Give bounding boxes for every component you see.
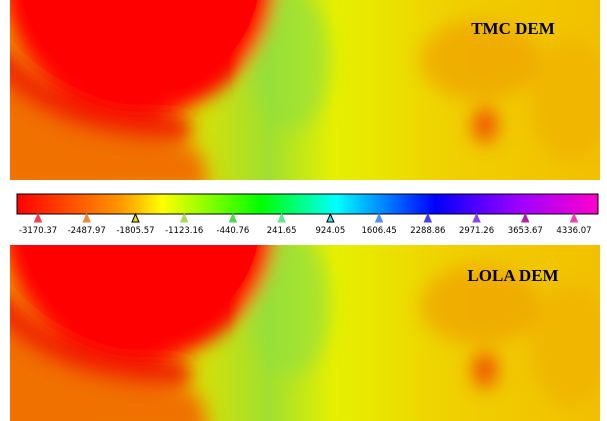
tick-label: 4336.07 <box>556 226 591 236</box>
patch <box>473 352 497 388</box>
tick-marker <box>424 214 431 222</box>
tick-label: -440.76 <box>217 226 250 236</box>
tick-label: -3170.37 <box>19 226 57 236</box>
patch <box>530 40 607 160</box>
panel-label: LOLA DEM <box>467 266 558 285</box>
tick-marker <box>229 214 236 222</box>
tick-marker <box>473 214 480 222</box>
tick-label: 924.05 <box>315 226 345 236</box>
tick-marker <box>35 214 42 222</box>
panel-label: TMC DEM <box>471 19 555 38</box>
tick-marker <box>376 214 383 222</box>
tick-label: -1805.57 <box>116 226 154 236</box>
tick-label: -1123.16 <box>165 226 203 236</box>
patch <box>530 285 607 405</box>
tick-label: 2288.86 <box>410 226 445 236</box>
tick-label: 2971.26 <box>459 226 494 236</box>
tick-marker <box>83 214 90 222</box>
patch <box>473 107 497 143</box>
tick-marker <box>132 214 139 222</box>
tick-marker <box>522 214 529 222</box>
colorbar <box>17 194 598 214</box>
tick-marker <box>278 214 285 222</box>
tick-label: 241.65 <box>267 226 297 236</box>
figure: TMC DEM LOLA DEM -3170.37 -2487.97 -1805.5… <box>0 0 607 421</box>
tick-label: 1606.45 <box>362 226 397 236</box>
tick-label: 3653.67 <box>508 226 543 236</box>
tick-marker <box>571 214 578 222</box>
tick-marker <box>327 214 334 222</box>
tick-marker <box>181 214 188 222</box>
tick-label: -2487.97 <box>68 226 106 236</box>
